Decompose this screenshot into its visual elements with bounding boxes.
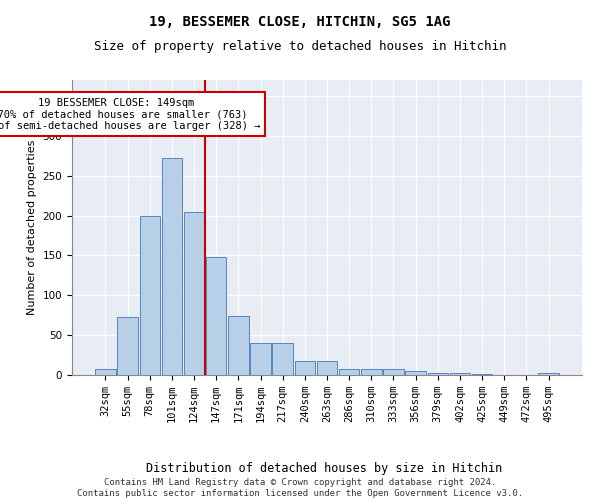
Bar <box>295 360 315 375</box>
Bar <box>383 370 404 375</box>
Y-axis label: Number of detached properties: Number of detached properties <box>27 140 37 315</box>
Text: Distribution of detached houses by size in Hitchin: Distribution of detached houses by size … <box>146 462 502 475</box>
Text: 19 BESSEMER CLOSE: 149sqm
← 70% of detached houses are smaller (763)
30% of semi: 19 BESSEMER CLOSE: 149sqm ← 70% of detac… <box>0 98 260 130</box>
Bar <box>228 316 248 375</box>
Text: 19, BESSEMER CLOSE, HITCHIN, SG5 1AG: 19, BESSEMER CLOSE, HITCHIN, SG5 1AG <box>149 15 451 29</box>
Bar <box>118 317 138 375</box>
Bar <box>272 343 293 375</box>
Text: Size of property relative to detached houses in Hitchin: Size of property relative to detached ho… <box>94 40 506 53</box>
Bar <box>250 343 271 375</box>
Bar <box>339 370 359 375</box>
Text: Contains HM Land Registry data © Crown copyright and database right 2024.
Contai: Contains HM Land Registry data © Crown c… <box>77 478 523 498</box>
Bar <box>184 212 204 375</box>
Bar <box>472 374 493 375</box>
Bar <box>161 158 182 375</box>
Bar <box>538 374 559 375</box>
Bar <box>317 360 337 375</box>
Bar <box>206 257 226 375</box>
Bar <box>406 371 426 375</box>
Bar <box>450 372 470 375</box>
Bar <box>361 370 382 375</box>
Bar <box>140 216 160 375</box>
Bar <box>95 370 116 375</box>
Bar <box>428 372 448 375</box>
